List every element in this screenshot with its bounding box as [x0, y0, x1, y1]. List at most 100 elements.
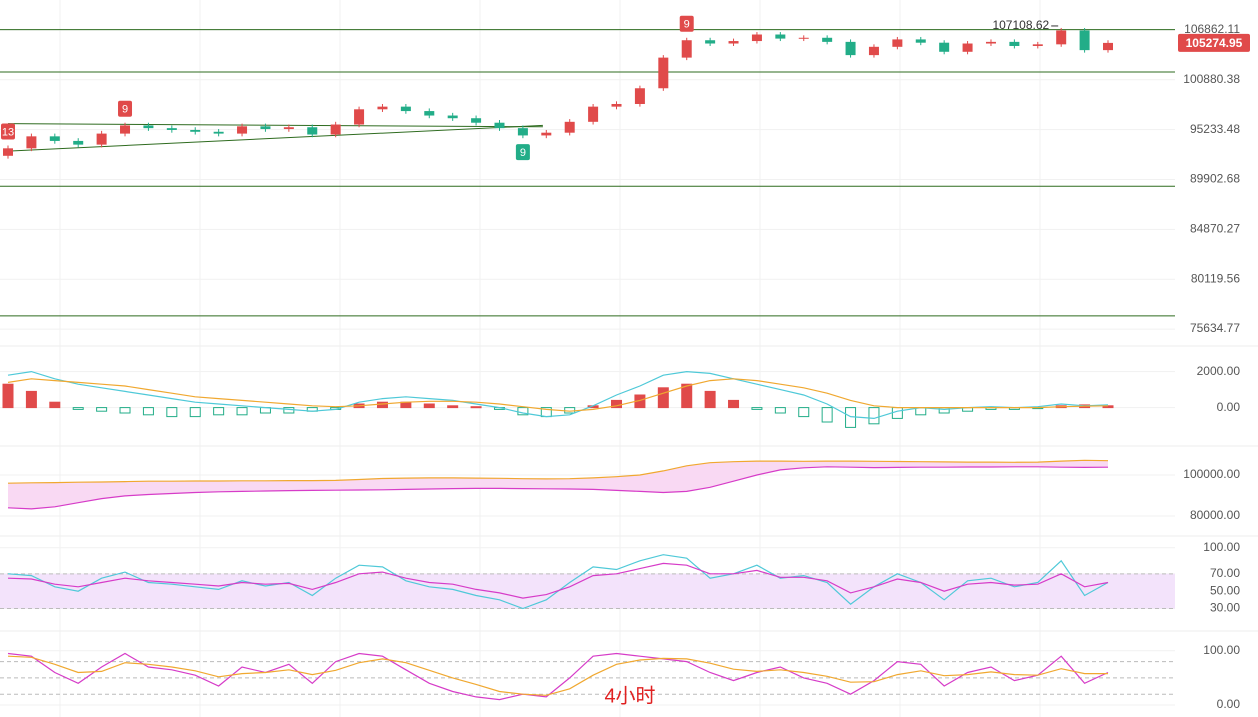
band	[0, 573, 1175, 609]
indicator-line	[7, 562, 1109, 599]
y-tick-label: 95233.48	[1190, 122, 1240, 136]
candle-body	[564, 121, 575, 133]
y-tick-label: 100880.38	[1183, 72, 1240, 86]
y-tick-label: 50.00	[1210, 583, 1240, 597]
candle-body	[611, 103, 622, 107]
candle-body	[798, 37, 809, 39]
macd-bar	[774, 407, 786, 414]
current-price-tag	[1178, 33, 1250, 52]
macd-bar	[751, 407, 763, 410]
candle-body	[705, 40, 716, 44]
candle-body	[307, 127, 318, 135]
y-tick-label: 30.00	[1210, 601, 1240, 615]
candle-body	[166, 128, 177, 130]
candle-body	[775, 34, 786, 39]
candle-body	[658, 57, 669, 89]
macd-bar	[564, 407, 576, 414]
candle-body	[1103, 42, 1113, 51]
max-price-label: 107108.62	[992, 18, 1049, 32]
band-fill	[8, 460, 1108, 509]
y-tick-label: 100.00	[1203, 643, 1240, 657]
candle-body	[190, 129, 201, 132]
candle-body	[868, 46, 879, 56]
candle-body	[424, 111, 435, 116]
y-tick-label: 106862.11	[1184, 22, 1240, 36]
marker-box	[515, 144, 530, 161]
y-tick-label: 75634.77	[1190, 321, 1240, 335]
candle-body	[845, 41, 856, 56]
macd-bar	[728, 399, 740, 409]
candle-body	[1056, 30, 1067, 45]
candle-body	[213, 131, 224, 134]
y-tick-label: 80119.56	[1191, 271, 1240, 285]
indicator-line	[7, 655, 1108, 696]
marker-text: 9	[520, 147, 526, 159]
macd-bar	[376, 401, 388, 409]
candle-body	[400, 106, 411, 112]
macd-bar	[938, 407, 950, 414]
macd-bar	[49, 401, 61, 409]
macd-bar	[657, 387, 669, 409]
y-tick-label: 100.00	[1203, 540, 1240, 554]
candle-body	[681, 40, 692, 58]
marker-box	[679, 15, 694, 32]
candle-body	[96, 133, 107, 145]
macd-bar	[845, 407, 857, 428]
candle-body	[143, 125, 154, 129]
candle-body	[822, 37, 833, 42]
candle-body	[377, 106, 388, 110]
candle-body	[541, 132, 552, 136]
macd-bar	[189, 407, 201, 418]
candle-body	[1032, 44, 1043, 46]
y-tick-label: 0.00	[1217, 697, 1241, 711]
candle-body	[354, 109, 365, 125]
macd-bar	[681, 383, 693, 409]
candle-body	[634, 88, 645, 104]
macd-bar	[821, 407, 833, 423]
y-tick-label: 100000.00	[1183, 467, 1240, 481]
candle-body	[751, 34, 762, 42]
macd-bar	[611, 399, 623, 409]
macd-bar	[72, 407, 84, 410]
marker-box	[1, 123, 15, 140]
candle-body	[283, 127, 294, 130]
candle-body	[915, 39, 926, 43]
macd-bar	[470, 406, 482, 409]
candle-body	[962, 43, 973, 52]
candle-body	[728, 41, 739, 44]
y-tick-label: 2000.00	[1197, 364, 1241, 378]
period-label: 4小时	[604, 684, 655, 707]
candle-body	[447, 115, 458, 119]
candle-body	[237, 126, 248, 134]
marker-text: 13	[2, 126, 14, 138]
macd-bar	[868, 407, 880, 425]
candle-body	[1079, 30, 1090, 51]
candle-body	[3, 148, 13, 156]
candle-body	[517, 128, 528, 136]
candle-body	[892, 39, 903, 47]
candle-body	[260, 126, 271, 130]
marker-text: 9	[684, 19, 690, 31]
indicator-line	[7, 378, 1109, 412]
macd-bar	[142, 407, 154, 416]
marker-text: 9	[122, 104, 128, 116]
macd-bar	[517, 407, 529, 416]
candle-body	[26, 136, 37, 149]
trend-line	[7, 124, 543, 152]
marker-box	[118, 100, 133, 117]
candle-body	[73, 140, 84, 145]
candle-body	[49, 136, 60, 141]
macd-bar	[283, 407, 295, 414]
y-tick-label: 84870.27	[1190, 222, 1240, 236]
macd-bar	[447, 405, 459, 409]
macd-bar	[166, 407, 178, 418]
y-tick-label: 0.00	[1217, 400, 1241, 414]
macd-bar	[25, 390, 37, 409]
macd-bar	[891, 407, 903, 419]
macd-bar	[213, 407, 225, 416]
macd-bar	[798, 407, 810, 418]
indicator-line	[7, 459, 1109, 484]
macd-bar	[704, 390, 716, 409]
